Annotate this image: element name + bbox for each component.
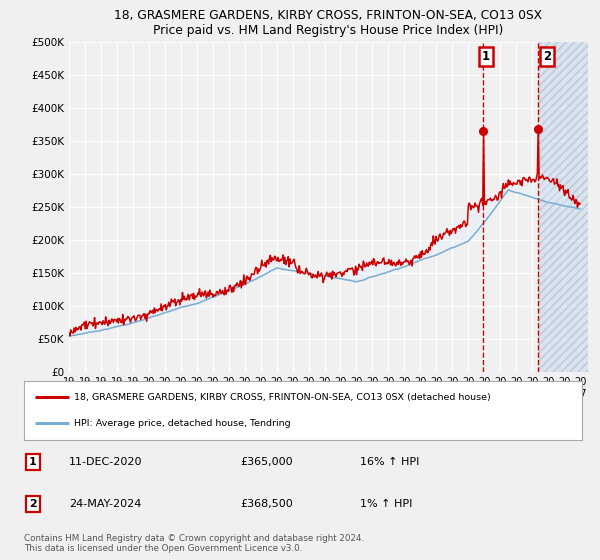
Text: Contains HM Land Registry data © Crown copyright and database right 2024.
This d: Contains HM Land Registry data © Crown c… xyxy=(24,534,364,553)
Text: 1: 1 xyxy=(482,50,490,63)
Text: £368,500: £368,500 xyxy=(240,499,293,509)
Text: 1% ↑ HPI: 1% ↑ HPI xyxy=(360,499,412,509)
Text: HPI: Average price, detached house, Tendring: HPI: Average price, detached house, Tend… xyxy=(74,419,291,428)
Text: 11-DEC-2020: 11-DEC-2020 xyxy=(69,457,143,467)
Title: 18, GRASMERE GARDENS, KIRBY CROSS, FRINTON-ON-SEA, CO13 0SX
Price paid vs. HM La: 18, GRASMERE GARDENS, KIRBY CROSS, FRINT… xyxy=(115,8,542,36)
Text: 2: 2 xyxy=(29,499,37,509)
Text: 2: 2 xyxy=(543,50,551,63)
Text: 16% ↑ HPI: 16% ↑ HPI xyxy=(360,457,419,467)
Text: 24-MAY-2024: 24-MAY-2024 xyxy=(69,499,142,509)
Text: 18, GRASMERE GARDENS, KIRBY CROSS, FRINTON-ON-SEA, CO13 0SX (detached house): 18, GRASMERE GARDENS, KIRBY CROSS, FRINT… xyxy=(74,393,491,402)
Text: £365,000: £365,000 xyxy=(240,457,293,467)
Text: 1: 1 xyxy=(29,457,37,467)
